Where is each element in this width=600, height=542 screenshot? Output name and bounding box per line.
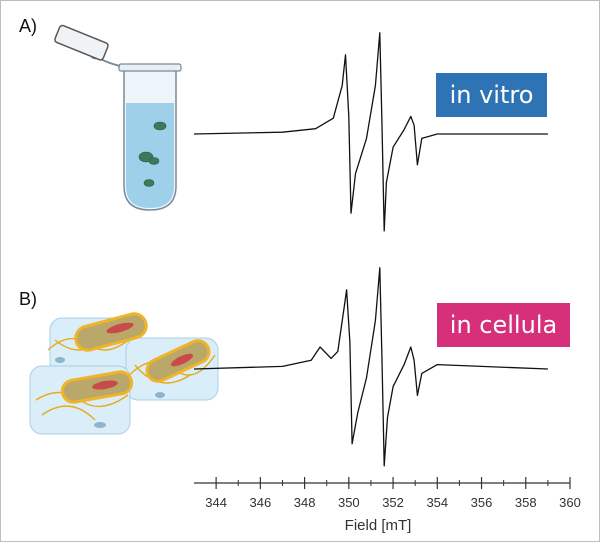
cells-illustration [29,312,219,435]
in-vitro-badge: in vitro [436,73,547,117]
tube-illustration [54,24,182,211]
panel-a-label: A) [19,16,37,36]
protein-blobs-icon [138,121,167,187]
x-tick-label: 348 [294,495,316,510]
x-tick-label: 352 [382,495,404,510]
x-axis: 344 346 348 350 352 354 356 358 360 [194,477,581,510]
x-tick-label: 350 [338,495,360,510]
x-tick-label: 360 [559,495,581,510]
x-tick-label: 358 [515,495,537,510]
x-tick-label: 354 [426,495,448,510]
spectrum-trace-a [193,32,548,232]
x-tick-label: 344 [205,495,227,510]
x-axis-label: Field [mT] [345,517,412,534]
x-tick-label: 356 [471,495,493,510]
spectra-plot [193,32,548,467]
in-cellula-badge: in cellula [437,303,570,347]
x-tick-label: 346 [250,495,272,510]
panel-b-label: B) [19,289,37,309]
spectrum-trace-b [193,267,548,467]
